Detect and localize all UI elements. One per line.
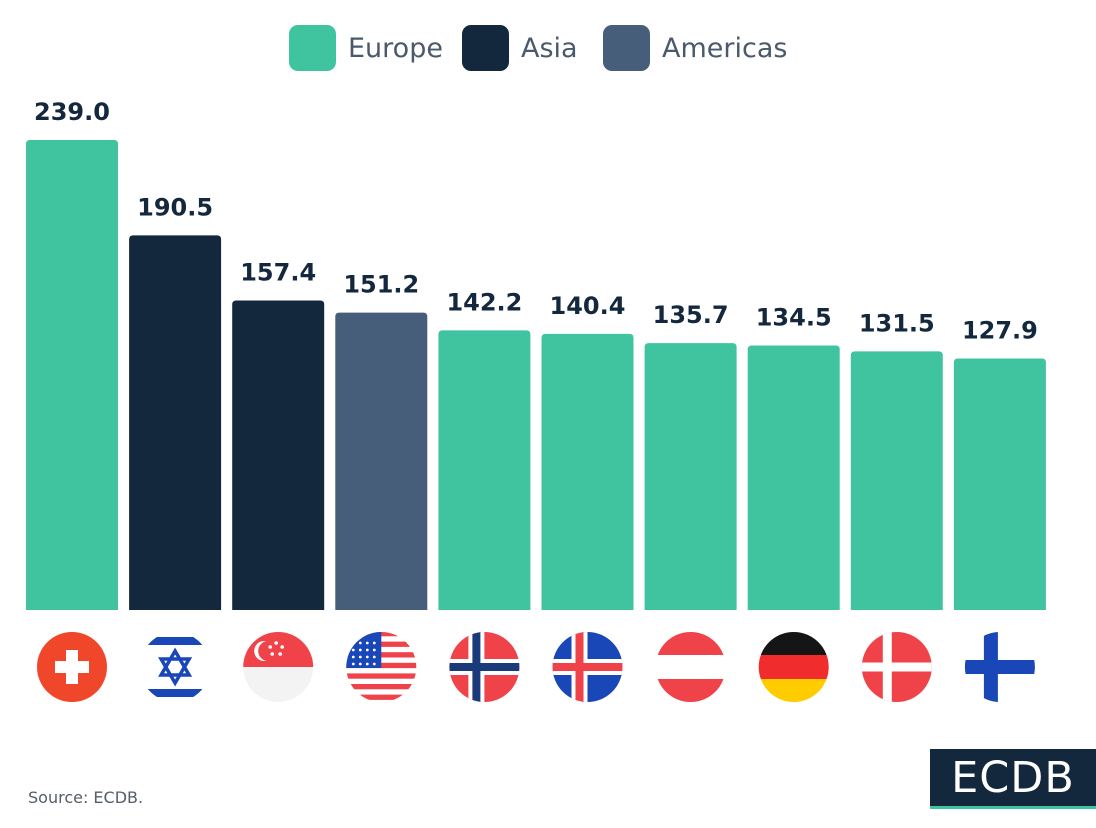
legend-label: Europe bbox=[348, 33, 443, 64]
flags bbox=[37, 632, 1035, 702]
bar-austria bbox=[644, 343, 737, 610]
bar-iceland bbox=[541, 333, 634, 610]
bar-germany bbox=[747, 345, 840, 610]
bar-israel bbox=[129, 235, 222, 610]
ecdb-logo: ECDB bbox=[930, 749, 1096, 809]
legend: Europe Asia Americas bbox=[289, 25, 787, 71]
legend-swatch bbox=[462, 25, 509, 71]
legend-swatch bbox=[603, 25, 650, 71]
bars bbox=[26, 140, 1046, 610]
legend-label: Asia bbox=[521, 33, 578, 64]
value-label: 135.7 bbox=[653, 301, 729, 329]
legend-item-americas: Americas bbox=[603, 25, 787, 71]
flag-switzerland-icon bbox=[37, 632, 107, 702]
value-label: 134.5 bbox=[756, 304, 832, 332]
bar-norway bbox=[438, 330, 531, 610]
flag-iceland-icon bbox=[552, 632, 623, 702]
value-label: 127.9 bbox=[962, 316, 1038, 344]
flag-usa-icon bbox=[346, 632, 417, 702]
bar-usa bbox=[335, 312, 428, 610]
value-label: 239.0 bbox=[34, 98, 110, 126]
value-label: 190.5 bbox=[137, 193, 213, 221]
value-label: 131.5 bbox=[859, 309, 935, 337]
legend-item-europe: Europe bbox=[289, 25, 443, 71]
bar-denmark bbox=[850, 351, 943, 610]
value-label: 140.4 bbox=[550, 292, 626, 320]
flag-singapore-icon bbox=[243, 632, 314, 702]
value-labels: 239.0 190.5 157.4 151.2 142.2 140.4 135.7 134.5… bbox=[34, 98, 1038, 344]
flag-norway-icon bbox=[449, 632, 520, 702]
bar-finland bbox=[953, 358, 1046, 610]
flag-denmark-icon bbox=[861, 632, 932, 702]
flag-austria-icon bbox=[655, 632, 726, 702]
legend-swatch bbox=[289, 25, 336, 71]
value-label: 151.2 bbox=[343, 271, 419, 299]
legend-item-asia: Asia bbox=[462, 25, 578, 71]
bar-switzerland bbox=[26, 140, 118, 610]
flag-israel-icon bbox=[140, 632, 211, 702]
legend-label: Americas bbox=[662, 33, 787, 64]
value-label: 157.4 bbox=[240, 258, 316, 286]
source-note: Source: ECDB. bbox=[28, 788, 144, 807]
value-label: 142.2 bbox=[446, 288, 522, 316]
flag-germany-icon bbox=[758, 632, 829, 702]
flag-finland-icon bbox=[964, 632, 1035, 702]
bar-singapore bbox=[232, 300, 325, 610]
